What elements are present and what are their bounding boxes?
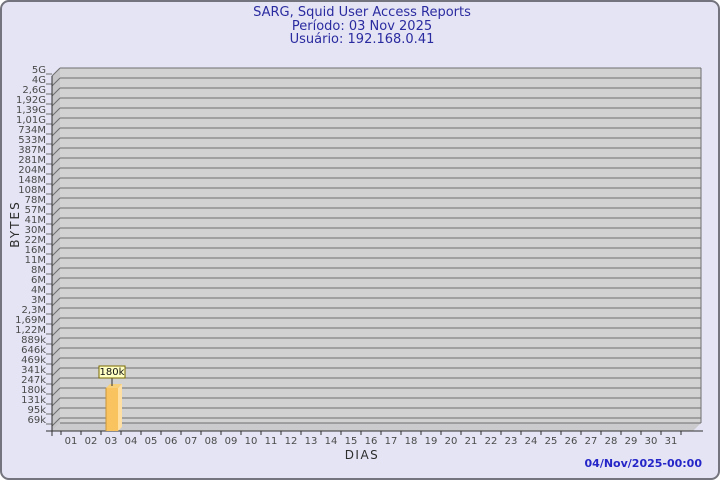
x-tick-label: 21 <box>465 436 478 447</box>
x-tick-label: 28 <box>605 436 618 447</box>
y-tick-label: 180k <box>21 385 46 396</box>
x-tick-label: 13 <box>305 436 318 447</box>
x-tick-label: 14 <box>325 436 338 447</box>
x-tick-label: 09 <box>225 436 238 447</box>
x-tick-label: 08 <box>205 436 218 447</box>
y-tick-label: 2,3M <box>21 305 46 316</box>
y-tick-label: 646k <box>21 345 46 356</box>
y-tick-label: 148M <box>18 175 46 186</box>
y-tick-label: 78M <box>25 195 46 206</box>
chart-period: Período: 03 Nov 2025 <box>291 18 433 34</box>
bar-top-face <box>106 384 122 388</box>
y-tick-label: 1,92G <box>16 95 46 106</box>
x-tick-label: 25 <box>545 436 558 447</box>
x-tick-label: 17 <box>385 436 398 447</box>
x-tick-label: 18 <box>405 436 418 447</box>
x-tick-label: 03 <box>105 436 118 447</box>
y-tick-label: 247k <box>21 375 46 386</box>
x-tick-label: 19 <box>425 436 438 447</box>
x-tick-label: 12 <box>285 436 298 447</box>
x-tick-label: 31 <box>665 436 678 447</box>
y-tick-label: 41M <box>25 215 46 226</box>
x-tick-label: 26 <box>565 436 578 447</box>
x-tick-label: 27 <box>585 436 598 447</box>
bar-front-face <box>106 388 118 431</box>
gridlines <box>46 67 702 427</box>
y-tick-label: 4G <box>32 75 46 86</box>
y-tick-label: 5G <box>32 65 46 76</box>
y-tick-label: 131k <box>21 395 46 406</box>
y-tick-label: 204M <box>18 165 46 176</box>
x-tick-label: 07 <box>185 436 198 447</box>
x-tick-label: 10 <box>245 436 258 447</box>
bar-side-face <box>118 384 122 431</box>
x-tick-label: 04 <box>125 436 138 447</box>
y-tick-label: 11M <box>25 255 46 266</box>
chart-title: SARG, Squid User Access Reports <box>253 5 471 20</box>
x-tick-label: 22 <box>485 436 498 447</box>
y-tick-label: 6M <box>31 275 46 286</box>
y-tick-label: 3M <box>31 295 46 306</box>
y-tick-label: 1,22M <box>15 325 46 336</box>
x-tick-label: 20 <box>445 436 458 447</box>
y-tick-label: 387M <box>18 145 46 156</box>
x-tick-label: 30 <box>645 436 658 447</box>
plot-area <box>60 68 701 423</box>
y-tick-labels: 5G4G2,6G1,92G1,39G1,01G734M533M387M281M2… <box>15 65 46 426</box>
y-tick-label: 734M <box>18 125 46 136</box>
chart-user: Usuário: 192.168.0.41 <box>289 32 435 47</box>
axes <box>46 76 703 436</box>
y-tick-label: 1,39G <box>16 105 46 116</box>
x-tick-label: 24 <box>525 436 538 447</box>
y-tick-label: 30M <box>25 225 46 236</box>
bar-day-03: 180k <box>98 365 126 431</box>
x-tick-label: 02 <box>85 436 98 447</box>
y-tick-label: 1,01G <box>16 115 46 126</box>
y-tick-label: 533M <box>18 135 46 146</box>
x-tick-label: 23 <box>505 436 518 447</box>
y-tick-label: 1,69M <box>15 315 46 326</box>
y-tick-label: 22M <box>25 235 46 246</box>
chart-header: SARG, Squid User Access Reports Período:… <box>2 5 718 47</box>
y-tick-label: 469k <box>21 355 46 366</box>
y-tick-label: 95k <box>27 405 46 416</box>
y-tick-label: 16M <box>25 245 46 256</box>
bar-value-label: 180k <box>100 367 125 378</box>
y-tick-label: 2,6G <box>22 85 46 96</box>
y-tick-label: 108M <box>18 185 46 196</box>
y-tick-label: 57M <box>25 205 46 216</box>
x-tick-label: 16 <box>365 436 378 447</box>
bar-value-box <box>98 365 126 379</box>
plot-floor <box>52 423 701 431</box>
y-tick-label: 69k <box>27 415 46 426</box>
x-tick-label: 15 <box>345 436 358 447</box>
y-tick-label: 4M <box>31 285 46 296</box>
x-tick-label: 05 <box>145 436 158 447</box>
x-tick-label: 11 <box>265 436 278 447</box>
report-timestamp: 04/Nov/2025-00:00 <box>584 457 702 470</box>
x-tick-label: 01 <box>65 436 78 447</box>
x-axis-title: DIAS <box>344 448 380 462</box>
x-tick-labels: 01 02 03 04 05 06 07 08 09 10 11 12 13 14 15 16 17 18 19 20… <box>65 436 678 447</box>
y-tick-label: 889k <box>21 335 46 346</box>
y-tick-label: 281M <box>18 155 46 166</box>
x-tick-label: 29 <box>625 436 638 447</box>
y-axis-title: BYTES <box>8 200 22 248</box>
x-tick-label: 06 <box>165 436 178 447</box>
y-tick-label: 8M <box>31 265 46 276</box>
y-tick-label: 341k <box>21 365 46 376</box>
